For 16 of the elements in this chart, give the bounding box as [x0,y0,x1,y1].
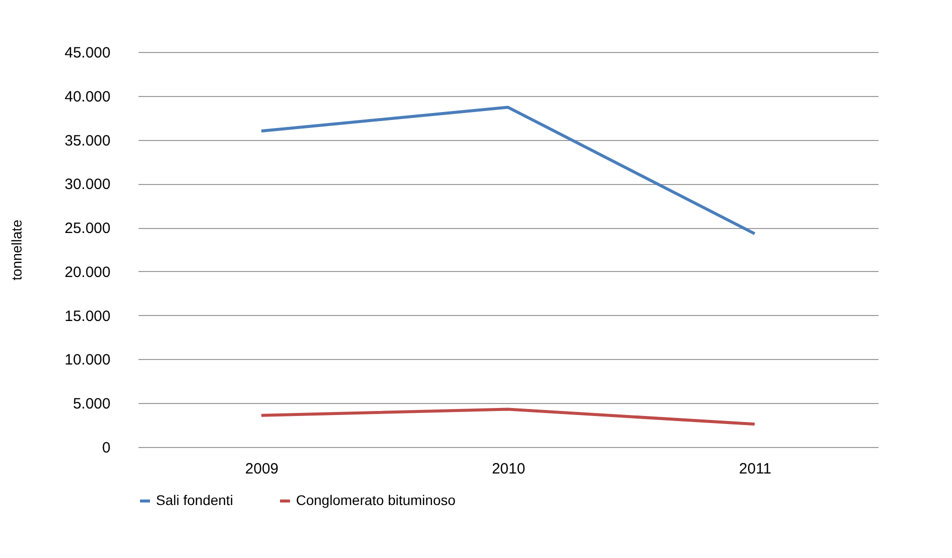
y-tick-label: 40.000 [64,88,110,106]
legend-label: Sali fondenti [156,492,234,508]
y-tick-label: 20.000 [64,264,110,281]
y-axis-title: tonnellate [8,219,25,280]
y-tick-label: 35.000 [64,132,110,150]
y-tick-label: 5.000 [72,396,110,413]
y-tick-label: 10.000 [64,352,110,369]
y-tick-label: 25.000 [64,220,110,238]
x-tick-label: 2009 [245,460,279,478]
x-tick-label: 2010 [492,460,526,478]
x-tick-label: 2011 [739,460,772,478]
y-tick-label: 15.000 [64,308,110,325]
y-tick-label: 0 [102,440,110,456]
y-tick-label: 30.000 [64,176,110,194]
y-tick-label: 45.000 [64,44,110,62]
legend-label: Conglomerato bituminoso [296,492,456,508]
